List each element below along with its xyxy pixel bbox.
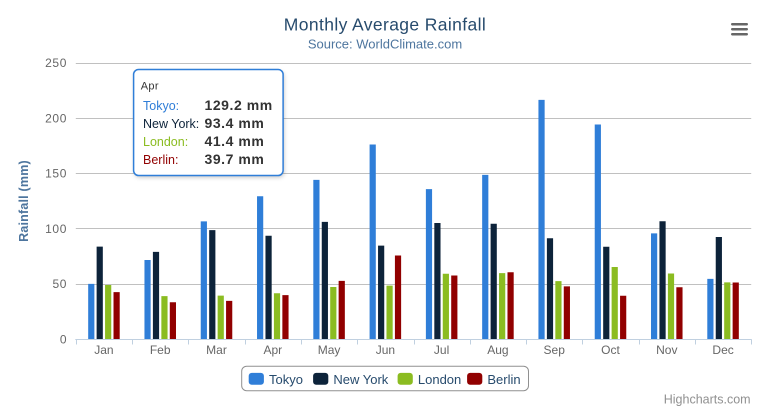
svg-text:Feb: Feb [150, 343, 171, 357]
svg-text:Mar: Mar [206, 343, 227, 357]
svg-text:Monthly Average Rainfall: Monthly Average Rainfall [284, 15, 486, 35]
svg-text:Source: WorldClimate.com: Source: WorldClimate.com [308, 37, 462, 52]
svg-text:New York: New York [333, 372, 388, 387]
svg-text:Dec: Dec [712, 343, 733, 357]
svg-text:Nov: Nov [656, 343, 677, 357]
svg-text:Tokyo: Tokyo [269, 372, 303, 387]
svg-text:93.4 mm: 93.4 mm [205, 115, 265, 131]
svg-text:May: May [318, 343, 341, 357]
svg-text:250: 250 [45, 56, 67, 70]
svg-text:50: 50 [52, 277, 67, 291]
svg-text:Rainfall (mm): Rainfall (mm) [17, 160, 31, 242]
svg-text:Berlin: Berlin [487, 372, 520, 387]
svg-text:London: London [418, 372, 461, 387]
svg-text:0: 0 [60, 332, 67, 346]
svg-text:Jul: Jul [434, 343, 449, 357]
svg-text:Highcharts.com: Highcharts.com [664, 393, 751, 407]
svg-text:Oct: Oct [601, 343, 620, 357]
svg-text:London:: London: [143, 135, 188, 149]
svg-text:Jun: Jun [376, 343, 395, 357]
svg-text:Berlin:: Berlin: [143, 153, 178, 167]
svg-text:Apr: Apr [141, 81, 159, 93]
svg-text:Aug: Aug [487, 343, 508, 357]
svg-text:100: 100 [45, 222, 67, 236]
svg-text:Tokyo:: Tokyo: [143, 99, 179, 113]
svg-text:200: 200 [45, 111, 67, 125]
svg-text:New York:: New York: [143, 117, 199, 131]
svg-text:Jan: Jan [94, 343, 113, 357]
svg-text:Sep: Sep [544, 343, 566, 357]
svg-text:41.4 mm: 41.4 mm [205, 133, 265, 149]
svg-text:150: 150 [45, 167, 67, 181]
svg-text:39.7 mm: 39.7 mm [205, 151, 265, 167]
svg-text:Apr: Apr [263, 343, 282, 357]
svg-text:129.2 mm: 129.2 mm [205, 97, 273, 113]
